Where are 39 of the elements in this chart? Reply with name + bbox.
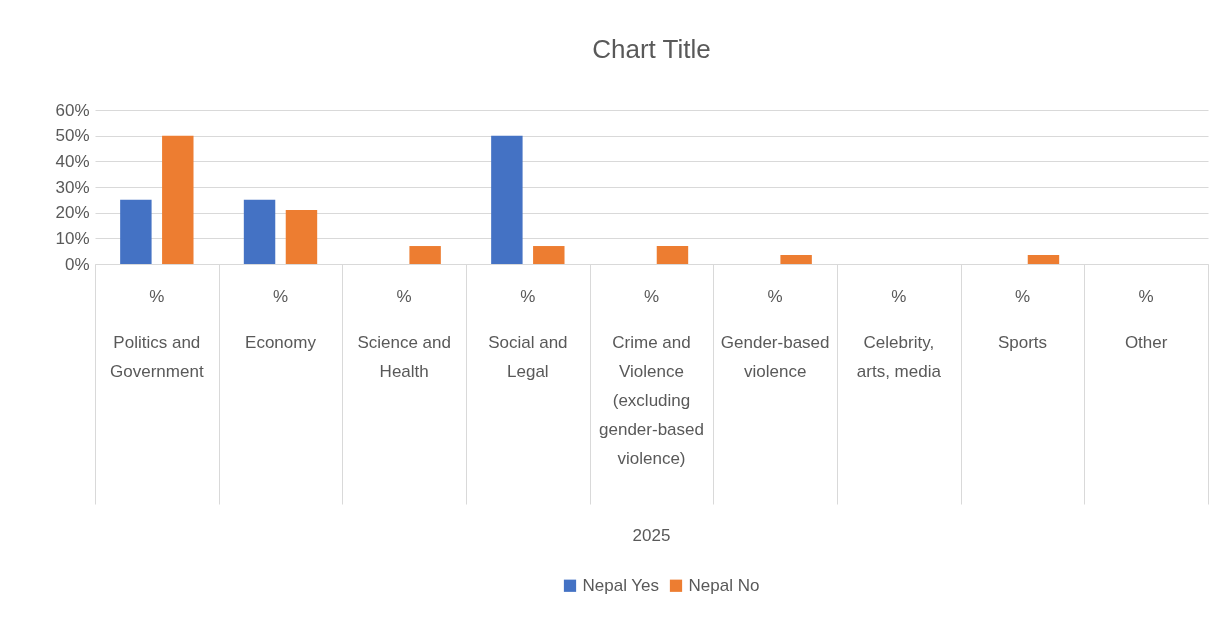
chart-title: Chart Title: [592, 34, 711, 64]
x-tick-label: Gender-based violence: [720, 333, 830, 381]
y-tick-label: 30%: [55, 177, 90, 197]
x-tick-label: Celebrity, arts, media: [856, 333, 942, 381]
bar: [243, 199, 276, 264]
bar: [409, 246, 441, 264]
bar: [162, 135, 194, 264]
text: %: [767, 287, 783, 306]
legend-label: Nepal Yes: [582, 575, 660, 595]
x-tick-label: Other: [1124, 333, 1168, 352]
y-tick-label: 40%: [55, 151, 90, 171]
y-tick-label: 20%: [55, 203, 90, 223]
text: %: [272, 287, 289, 306]
bar: [1027, 255, 1060, 264]
bar: [120, 199, 152, 264]
text: %: [643, 287, 660, 306]
x-tick-label: Crime and Violence (excluding gender-based violence): [599, 333, 704, 468]
x-tick-label: Economy: [245, 333, 317, 352]
x-tick-label: Sports: [997, 333, 1048, 352]
y-tick-label: 0%: [64, 254, 90, 274]
bar: [780, 255, 812, 264]
x-tick-label: Social and Legal: [488, 333, 568, 381]
text: %: [149, 287, 165, 306]
text: %: [1014, 287, 1031, 306]
y-tick-label: 50%: [55, 126, 90, 146]
bar: [656, 246, 689, 264]
bar: [285, 210, 318, 264]
x-axis-title: 2025: [632, 526, 671, 545]
text: %: [891, 287, 907, 306]
bar: [533, 246, 565, 264]
text: %: [1138, 287, 1154, 306]
legend-label: Nepal No: [688, 575, 760, 595]
x-tick-label: Science and Health: [357, 333, 451, 381]
text: %: [396, 287, 412, 306]
x-tick-label: Politics and Government: [110, 333, 204, 381]
text: %: [520, 287, 536, 306]
y-tick-label: 10%: [55, 228, 90, 248]
y-tick-label: 60%: [55, 100, 90, 120]
bar: [491, 135, 523, 264]
